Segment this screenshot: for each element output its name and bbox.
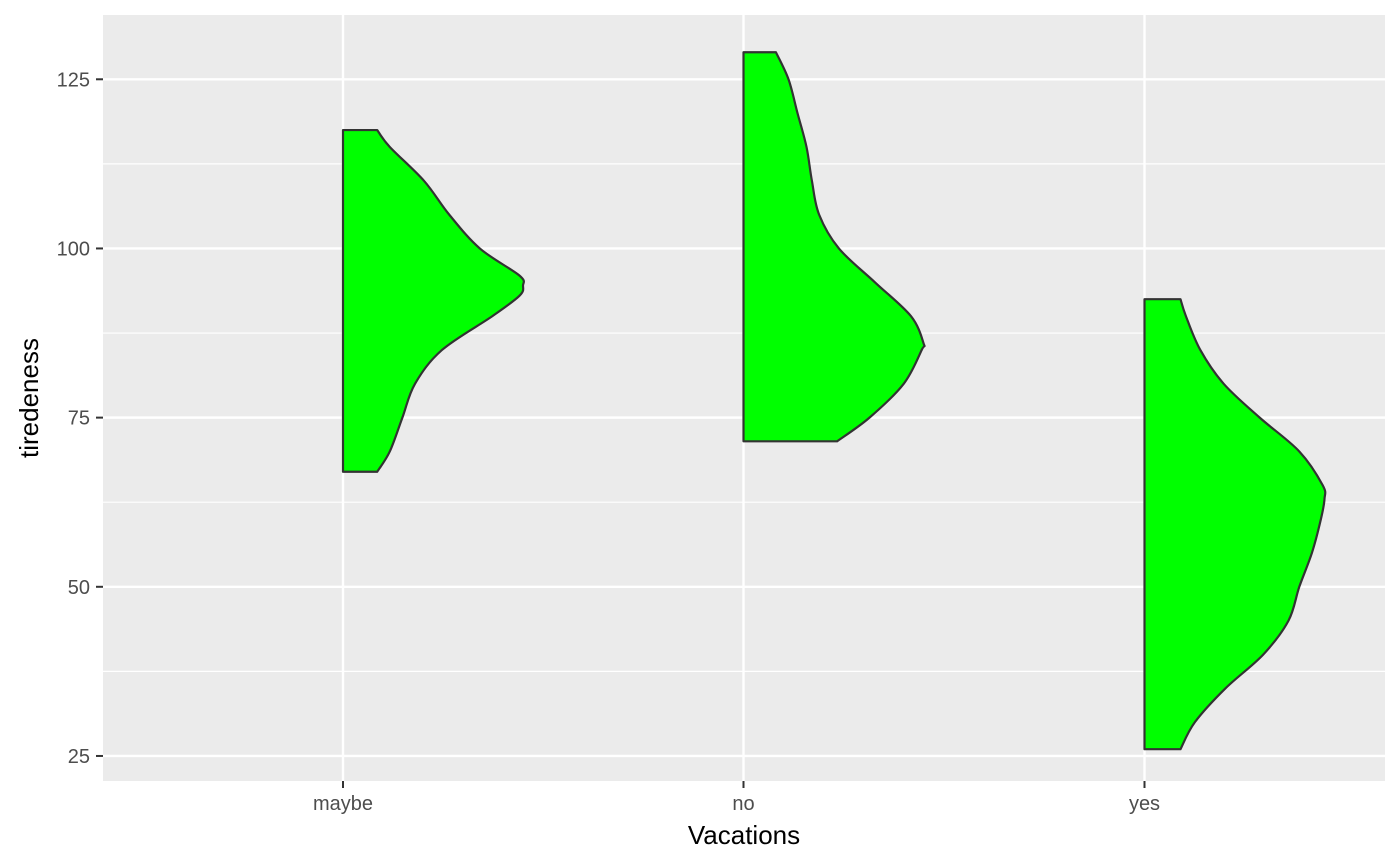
x-axis-title: Vacations (688, 820, 800, 850)
violin-no (742, 51, 926, 443)
y-tick-label: 100 (57, 238, 90, 260)
y-tick-label: 50 (68, 577, 90, 599)
x-tick-label: maybe (313, 793, 373, 815)
x-tick-label: yes (1129, 793, 1160, 815)
violin-maybe (341, 128, 525, 473)
y-tick-label: 25 (68, 746, 90, 768)
violin-yes (1143, 298, 1327, 751)
axes: 25 50 75 100 125 maybe no yes (57, 69, 1160, 815)
y-axis-title: tiredeness (14, 338, 44, 458)
x-tick-label: no (732, 793, 754, 815)
y-tick-label: 125 (57, 69, 90, 91)
violins (341, 51, 1327, 751)
y-tick-label: 75 (68, 408, 90, 430)
